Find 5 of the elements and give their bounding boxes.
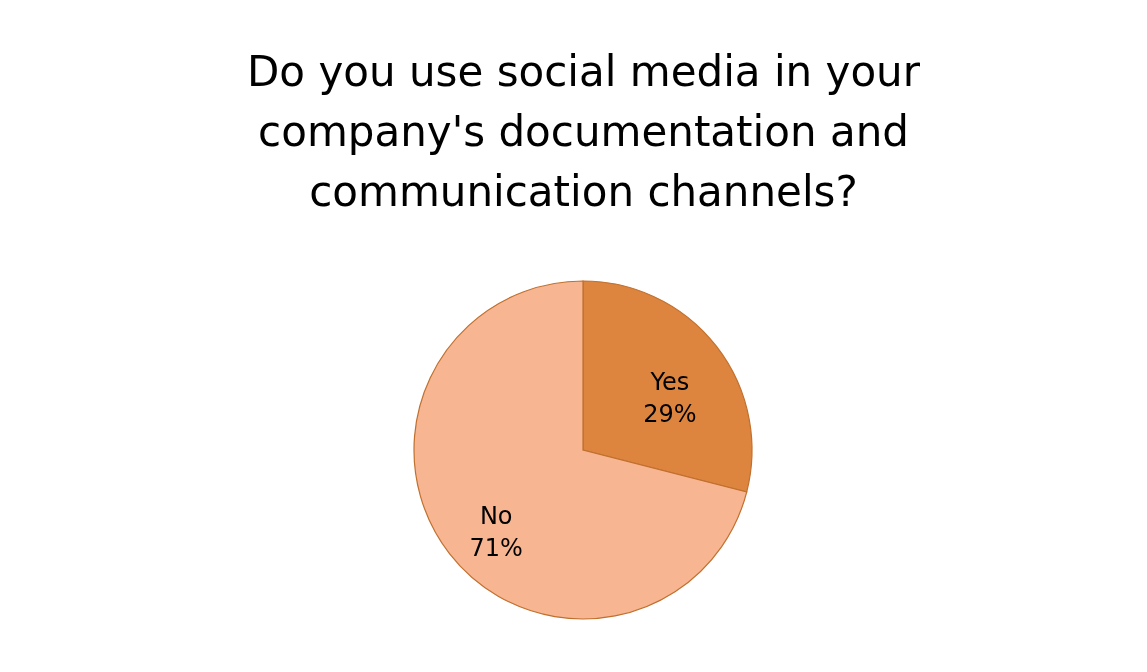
- chart-title: Do you use social media in your company's documentation and communication channels?: [247, 47, 921, 216]
- data-label: 29%: [643, 399, 697, 428]
- slice-label: No: [479, 502, 513, 531]
- slice-label: Yes: [649, 367, 690, 396]
- data-label: 71%: [469, 534, 523, 563]
